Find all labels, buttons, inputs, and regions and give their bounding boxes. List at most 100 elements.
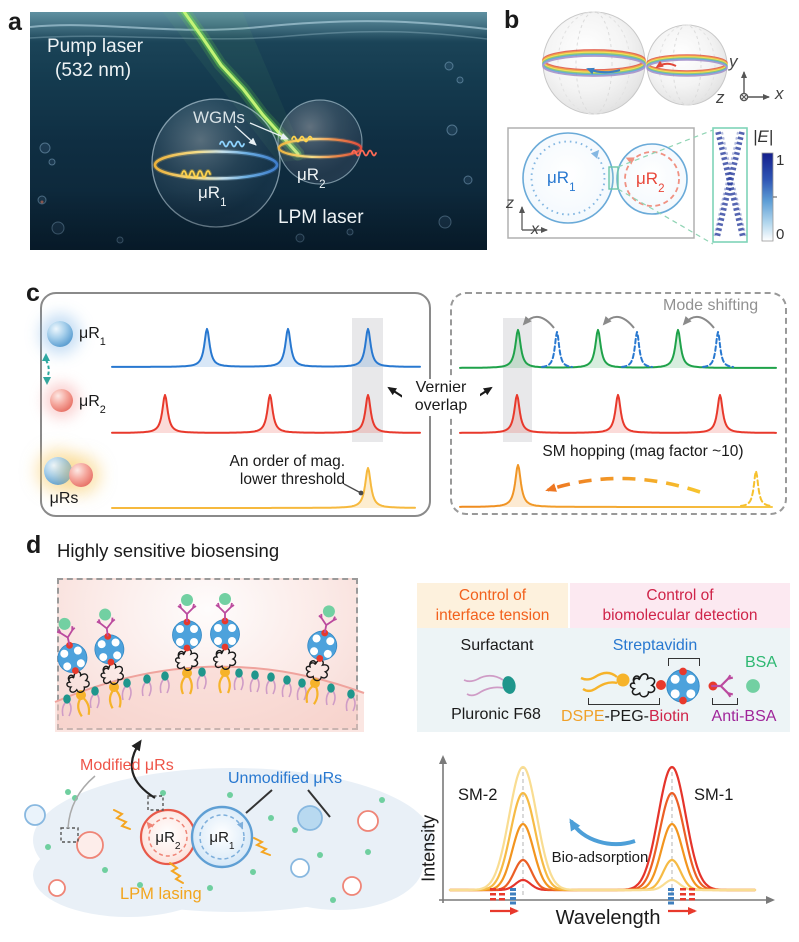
colorbar-max-label: 1 [776,152,785,169]
cw-arrow-sphere2 [655,60,677,69]
ur2-label-a: μR2 [297,165,326,191]
lpm-lasing-label: LPM lasing [120,885,202,903]
urs-label-c: μRs [49,490,79,507]
overlap-highlight-left [352,318,383,442]
streptavidin-bracket [668,658,700,666]
axis-y-label: y [729,52,738,71]
panel-c-label: c [26,279,40,307]
bsa-icon [746,679,760,693]
axes [439,755,775,904]
wavelength-axis-label: Wavelength [555,907,661,929]
ur2-sphere-icon [50,389,73,412]
streptavidin-icon [666,667,700,705]
anti-bsa-icon [708,674,734,698]
coupling-gap-highlight [608,166,619,190]
pluronic-label: Pluronic F68 [451,706,541,723]
panel-d-title: Highly sensitive biosensing [57,540,280,561]
legend-icons [463,667,760,705]
ur1-label-scene: μR1 [209,829,235,852]
xyz-axes [739,71,770,102]
bsa-label: BSA [744,654,777,671]
ur2-label-c: μR2 [79,393,106,417]
colorbar [761,152,777,242]
shift-plot [439,755,775,915]
zx-axes-box [519,206,548,233]
ur2-modified-circle [139,808,197,866]
bio-adsorption-label: Bio-adsorption [551,849,649,866]
panel-d-label: d [26,531,42,559]
laser-wave-squiggles [180,135,377,179]
water-surface-waves [30,20,487,40]
streptavidin-label: Streptavidin [612,637,698,654]
ur2-circle [616,143,688,215]
unmodified-leader-lines [245,789,331,818]
ur2-label-b: μR2 [636,169,665,195]
threshold-pointer [343,483,364,496]
panel-c-curves [42,316,777,509]
threshold-annotation: An order of mag. lower threshold [229,453,345,488]
vernier-overlap-label: Vernier overlap [402,379,480,416]
pump-laser-label-line1: Pump laser [47,36,144,57]
scattered-resonators [24,804,379,897]
mode-shifting-label: Mode shifting [663,297,759,314]
intensity-axis-label: Intensity [418,814,439,882]
e-field-label: |E| [753,127,774,146]
lasing-zigzags [113,809,271,884]
panel-b-label: b [504,6,520,34]
mode-field-inset [712,127,748,243]
panel-a-art [30,12,487,250]
anti-bsa-label: Anti-BSA [711,708,777,725]
wgm-rings [152,136,364,181]
urs-pair-red-sphere-icon [69,463,93,487]
modified-urs-label: Modified μRs [80,757,174,774]
bio-adsorption-arrow [569,818,636,847]
sphere-1 [542,11,646,115]
spectra-curves [111,327,777,509]
urs-pair-blue-sphere-icon [44,457,72,485]
panel-a-label: a [8,8,22,36]
box-axis-z-label: z [506,195,514,212]
panel-b-art [507,11,777,245]
bsa-dots [45,789,385,903]
overlap-highlight-right [503,318,532,442]
zoom-leader-lines [617,129,714,245]
dspe-peg-biotin-icon [580,671,666,698]
wgms-label: WGMs [193,108,245,127]
bottom-vignette [30,190,487,250]
lpm-lasing-scene [24,739,433,917]
sm-hopping-arrow [545,476,701,494]
interface-tension-header: Control of interface tension [417,583,568,630]
biosensing-schematic [59,580,365,732]
ur1-label-b: μR1 [547,168,576,194]
colorbar-min-label: 0 [776,226,785,243]
ur2-label-scene: μR2 [155,829,181,852]
sm-hopping-label: SM hopping (mag factor ~10) [542,443,744,460]
ur1-label-c: μR1 [79,325,106,349]
box-axis-x-label: x [531,221,539,238]
anti-bsa-bracket [712,698,738,705]
coupling-double-arrow-icon [42,353,51,385]
mode-shifting-arrows [522,316,715,329]
peak-center-guides [522,767,673,895]
sm2-label: SM-2 [458,786,498,804]
wgms-arrows [234,122,289,146]
ur1-circle [522,132,614,224]
ur1-label-a: μR1 [198,183,227,209]
zoom-target-boxes [60,795,164,843]
dspe-bracket [588,698,660,705]
axis-z-label: z [716,88,725,107]
zoom-arrow [130,739,156,799]
unmodified-urs-label: Unmodified μRs [228,770,343,787]
biosensing-zoom-box [57,578,365,732]
lpm-laser-label: LPM laser [278,207,364,228]
surfactant-label: Surfactant [460,637,534,654]
ccw-arrow-sphere1 [586,67,621,75]
axis-x-label: x [775,84,784,103]
ur1-sphere-icon [47,321,73,347]
microsphere-2 [277,99,363,185]
rainbow-ring-2 [646,54,728,77]
modified-leader-line [67,775,96,829]
panel-a-photo: Pump laser (532 nm) WGMs μR1 μR2 LPM las… [30,12,487,250]
pluronic-icon [463,674,516,697]
